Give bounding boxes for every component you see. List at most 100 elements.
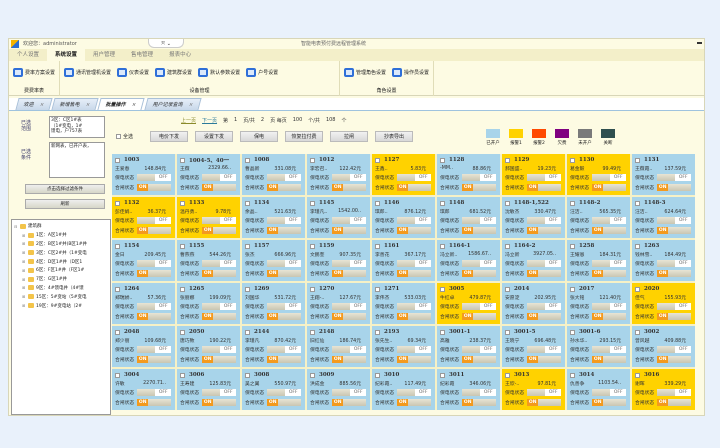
switch-toggle[interactable]: ON [202,183,237,191]
switch-toggle[interactable]: ON [137,355,172,363]
switch-toggle[interactable]: ON [267,269,302,277]
switch-toggle[interactable]: ON [462,226,497,234]
protect-toggle[interactable]: OFF [657,302,692,310]
protect-toggle[interactable]: OFF [462,173,497,181]
meter-card[interactable]: 1148-3 汪洁.. 624.64元 保电状态 OFF 合闸状态 ON [632,197,695,238]
meter-card[interactable]: 3011 纪彩霞 346.06元 保电状态 OFF 合闸状态 ON [437,369,500,410]
tree-item[interactable]: ⊞ 4区：D区1#井（D区1 [14,257,108,266]
range-listbox[interactable]: 3区：C区1#表 （1#变电，1# 馈电，户757表 [49,116,105,138]
meter-card[interactable]: 1129 郝国盛.. 19.23元 保电状态 OFF 合闸状态 ON [502,154,565,195]
card-checkbox[interactable] [635,157,640,163]
meter-card[interactable]: 1157 张杰 666.96元 保电状态 OFF 合闸状态 ON [242,240,305,281]
protect-toggle[interactable]: OFF [657,216,692,224]
switch-toggle[interactable]: ON [137,398,172,406]
switch-toggle[interactable]: ON [397,312,432,320]
checkbox-icon[interactable] [116,134,121,139]
meter-card[interactable]: 1148-2 汪洁.. 565.35元 保电状态 OFF 合闸状态 ON [567,197,630,238]
switch-toggle[interactable]: ON [397,355,432,363]
card-checkbox[interactable] [440,243,445,249]
meter-card[interactable]: 3001-6 孙水华.. 293.15元 保电状态 OFF 合闸状态 ON [567,326,630,367]
switch-toggle[interactable]: ON [592,183,627,191]
protect-toggle[interactable]: OFF [267,173,302,181]
card-checkbox[interactable] [440,372,445,378]
protect-toggle[interactable]: OFF [657,259,692,267]
minimize-icon[interactable] [697,42,702,44]
switch-toggle[interactable]: ON [202,312,237,320]
protect-toggle[interactable]: OFF [332,173,367,181]
meter-card[interactable]: 3004 许敏 2270.71.. 保电状态 OFF 合闸状态 ON [112,369,175,410]
meter-card[interactable]: 3001-5 王晓宁 696.48元 保电状态 OFF 合闸状态 ON [502,326,565,367]
tree-item[interactable]: ⊞ 1区：A区1#井 [14,231,108,240]
protect-toggle[interactable]: OFF [592,216,627,224]
tree-item[interactable]: ⊞ 15区：5#变站（5#变电 [14,292,108,301]
meter-card[interactable]: 2148 旧红仙 186.74元 保电状态 OFF 合闸状态 ON [307,326,370,367]
protect-toggle[interactable]: OFF [202,173,237,181]
card-checkbox[interactable] [570,329,575,335]
protect-toggle[interactable]: OFF [462,302,497,310]
tree-item[interactable]: ⊞ 9区：4#馈电井（4#馈 [14,284,108,293]
meter-card[interactable]: 3014 仇善争 1103.54.. 保电状态 OFF 合闸状态 ON [567,369,630,410]
card-checkbox[interactable] [505,329,510,335]
tree-root[interactable]: ⊟ 建筑群 [14,222,108,231]
meter-card[interactable]: 1145 李瑾凡.. 1542.00.. 保电状态 OFF 合闸状态 ON [307,197,370,238]
protect-toggle[interactable]: OFF [137,388,172,396]
switch-toggle[interactable]: ON [592,226,627,234]
card-checkbox[interactable] [375,372,380,378]
protect-toggle[interactable]: OFF [332,259,367,267]
meter-card[interactable]: 3013 王欣-.. 97.81元 保电状态 OFF 合闸状态 ON [502,369,565,410]
card-checkbox[interactable] [570,157,575,163]
close-tab-icon[interactable]: × [85,102,91,108]
meter-card[interactable]: 3005 牛红卓 479.87元 保电状态 OFF 合闸状态 ON [437,283,500,324]
select-all-checkbox[interactable]: 全选 [116,133,133,140]
ribbon-button[interactable]: 默认参数设置 [198,66,240,78]
expand-icon[interactable]: ⊞ [22,276,26,282]
meter-card[interactable]: 2050 唐巧致 190.22元 保电状态 OFF 合闸状态 ON [177,326,240,367]
protect-toggle[interactable]: OFF [397,216,432,224]
meter-card[interactable]: 1164-1 冯立新.. 1586.67.. 保电状态 OFF 合闸状态 ON [437,240,500,281]
close-tab-icon[interactable]: × [131,102,138,108]
meter-card[interactable]: 1131 王薇霞.. 137.59元 保电状态 OFF 合闸状态 ON [632,154,695,195]
ribbon-button[interactable]: 仪表设置 [117,66,149,78]
protect-toggle[interactable]: OFF [397,345,432,353]
switch-toggle[interactable]: ON [267,226,302,234]
expand-icon[interactable]: ⊞ [22,241,26,247]
tree-item[interactable]: ⊞ 3区：C区2#井（1#变电 [14,248,108,257]
ribbon-button[interactable]: 管理角色设置 [344,66,386,78]
protect-toggle[interactable]: OFF [592,302,627,310]
meter-card[interactable]: 2048 郑少丽 109.68元 保电状态 OFF 合闸状态 ON [112,326,175,367]
meter-card[interactable]: 1148-1,522 沈敏杰 330.47元 保电状态 OFF 合闸状态 ON [502,197,565,238]
card-checkbox[interactable] [570,372,575,378]
switch-toggle[interactable]: ON [137,183,172,191]
switch-toggle[interactable]: ON [657,355,692,363]
prev-page-link[interactable]: 上一页 [181,118,197,124]
close-tab-icon[interactable]: × [38,102,45,108]
protect-toggle[interactable]: OFF [592,345,627,353]
switch-toggle[interactable]: ON [202,269,237,277]
switch-toggle[interactable]: ON [592,269,627,277]
switch-toggle[interactable]: ON [267,355,302,363]
card-checkbox[interactable] [635,243,640,249]
switch-toggle[interactable]: ON [397,269,432,277]
collapse-ribbon-button[interactable]: ⤧ ⌄ [148,39,184,48]
protect-toggle[interactable]: OFF [332,216,367,224]
protect-toggle[interactable]: OFF [527,345,562,353]
next-page-link[interactable]: 下一页 [202,118,218,124]
toolbar-button[interactable]: 电价下发 [150,131,189,142]
meter-card[interactable]: 3010 纪彩霞.. 117.49元 保电状态 OFF 合闸状态 ON [372,369,435,410]
tree-item[interactable]: ⊞ 19区：9#变电站（2# [14,301,108,310]
meter-card[interactable]: 1161 李善花 367.17元 保电状态 OFF 合闸状态 ON [372,240,435,281]
card-checkbox[interactable] [180,372,185,378]
meter-card[interactable]: 1159 文鹏奎 907.35元 保电状态 OFF 合闸状态 ON [307,240,370,281]
range-item[interactable]: 3区：C区1#表 [51,118,82,123]
menu-tab[interactable]: 报表中心 [169,52,192,58]
meter-card[interactable]: 1012 李宏召.. 122.42元 保电状态 OFF 合闸状态 ON [307,154,370,195]
meter-card[interactable]: 1271 李伟杰 533.03元 保电状态 OFF 合闸状态 ON [372,283,435,324]
meter-card[interactable]: 1148 琪郎 681.52元 保电状态 OFF 合闸状态 ON [437,197,500,238]
card-checkbox[interactable] [115,286,120,292]
meter-card[interactable]: 3008 吴之翼 550.97元 保电状态 OFF 合闸状态 ON [242,369,305,410]
card-checkbox[interactable] [245,200,250,206]
meter-card[interactable]: 1127 王鑫.. 5.83元 保电状态 OFF 合闸状态 ON [372,154,435,195]
card-checkbox[interactable] [635,200,640,206]
switch-toggle[interactable]: ON [657,312,692,320]
meter-card[interactable]: 1164-2 冯立新 3927.05.. 保电状态 OFF 合闸状态 ON [502,240,565,281]
